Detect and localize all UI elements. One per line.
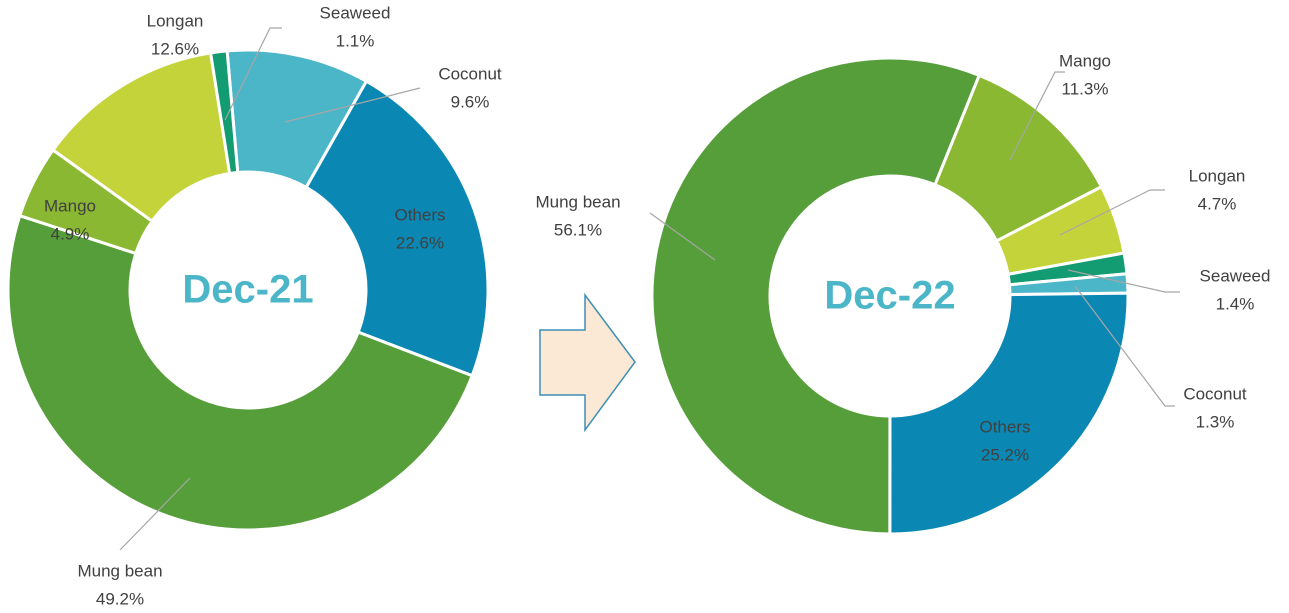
value-label: 1.1% <box>336 31 375 50</box>
value-label: 49.2% <box>96 589 144 608</box>
slice-label: Coconut <box>438 64 502 83</box>
slice-label: Mung bean <box>535 192 620 211</box>
slice-label: Mango <box>1059 51 1111 70</box>
slice-label: Longan <box>147 11 204 30</box>
value-label: 9.6% <box>451 92 490 111</box>
slice <box>208 49 240 176</box>
leader-line <box>1059 189 1165 236</box>
leader-line <box>1009 71 1065 161</box>
slice <box>304 79 490 378</box>
slice-label: Seaweed <box>1200 266 1271 285</box>
slice-label: Others <box>979 417 1030 436</box>
leader-line <box>119 477 191 551</box>
slice-label: Seaweed <box>320 3 391 22</box>
leader-line <box>1067 269 1180 293</box>
slice <box>650 56 982 536</box>
slice-label: Others <box>394 205 445 224</box>
slice <box>6 213 475 532</box>
value-label: 25.2% <box>981 445 1029 464</box>
value-label: 1.3% <box>1196 412 1235 431</box>
leader-line <box>1074 285 1175 407</box>
arrow <box>539 292 636 433</box>
leader-line <box>284 87 421 123</box>
value-label: 11.3% <box>1062 79 1109 98</box>
value-label: 12.6% <box>151 39 199 58</box>
leader-line <box>224 27 282 121</box>
value-label: 1.4% <box>1216 294 1255 313</box>
value-label: 22.6% <box>396 233 444 252</box>
value-label: 56.1% <box>554 220 602 239</box>
slice-label: Coconut <box>1183 384 1247 403</box>
chart-title: Dec-22 <box>824 274 955 318</box>
value-label: 4.9% <box>51 224 90 243</box>
leader-line <box>649 212 716 261</box>
chart-title: Dec-21 <box>182 268 313 312</box>
slice <box>888 291 1130 536</box>
slice-label: Mango <box>44 196 96 215</box>
value-label: 4.7% <box>1198 194 1237 213</box>
slice-label: Mung bean <box>77 561 162 580</box>
slice-label: Longan <box>1189 166 1246 185</box>
